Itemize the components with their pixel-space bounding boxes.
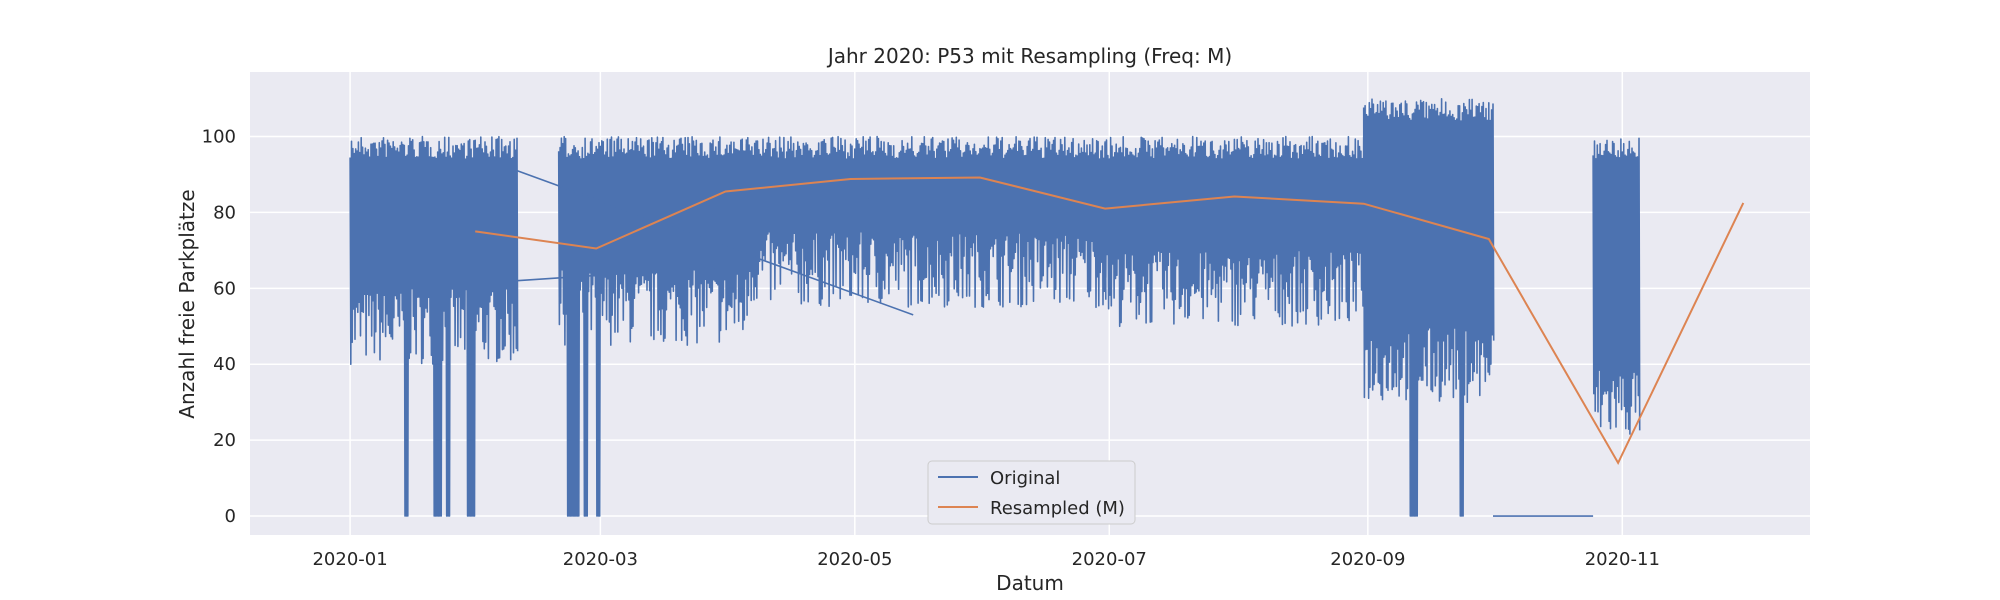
y-tick-label: 0 [225, 506, 236, 527]
y-axis-label: Anzahl freie Parkplätze [175, 189, 199, 418]
x-tick-label: 2020-11 [1585, 549, 1660, 570]
original-line-segment [745, 135, 1107, 309]
original-line-segment [557, 135, 748, 517]
y-tick-label: 60 [213, 278, 236, 299]
chart-title: Jahr 2020: P53 mit Resampling (Freq: M) [826, 44, 1232, 68]
x-tick-label: 2020-07 [1072, 549, 1147, 570]
y-tick-label: 20 [213, 430, 236, 451]
original-line-segment [1592, 137, 1641, 435]
legend-box [927, 460, 1136, 525]
resampled-line [475, 176, 1745, 466]
series-resampled [475, 176, 1745, 466]
original-line-segment [1362, 98, 1495, 517]
x-tick-label: 2020-03 [563, 549, 638, 570]
original-line-segment [349, 135, 519, 517]
x-axis-ticks: 2020-01 2020-03 2020-05 2020-07 2020-09 2020-… [312, 549, 1659, 570]
x-tick-label: 2020-09 [1330, 549, 1405, 570]
original-line-segment [1104, 135, 1366, 328]
x-axis-label: Datum [996, 571, 1064, 595]
legend-label-resampled: Resampled (M) [990, 498, 1125, 519]
y-axis-ticks: 0 20 40 60 80 100 [202, 127, 236, 528]
original-connector [516, 264, 747, 282]
legend-label-original: Original [990, 468, 1060, 489]
y-tick-label: 80 [213, 202, 236, 223]
legend: Original Resampled (M) [927, 460, 1136, 525]
x-tick-label: 2020-05 [817, 549, 892, 570]
original-connector [746, 196, 914, 206]
x-tick-label: 2020-01 [312, 549, 387, 570]
original-connector [516, 169, 914, 316]
y-tick-label: 40 [213, 354, 236, 375]
series-original [349, 98, 1641, 517]
y-tick-label: 100 [202, 127, 236, 148]
